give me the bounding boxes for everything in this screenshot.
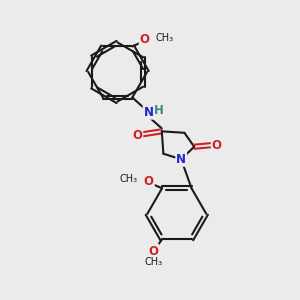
Text: N: N (143, 106, 154, 119)
Text: O: O (132, 129, 142, 142)
Text: H: H (154, 104, 164, 117)
Text: CH₃: CH₃ (156, 33, 174, 43)
Text: O: O (148, 244, 158, 258)
Text: O: O (212, 139, 222, 152)
Text: CH₃: CH₃ (119, 174, 138, 184)
Text: N: N (176, 153, 186, 166)
Text: O: O (144, 175, 154, 188)
Text: CH₃: CH₃ (144, 257, 162, 267)
Text: O: O (140, 34, 150, 46)
